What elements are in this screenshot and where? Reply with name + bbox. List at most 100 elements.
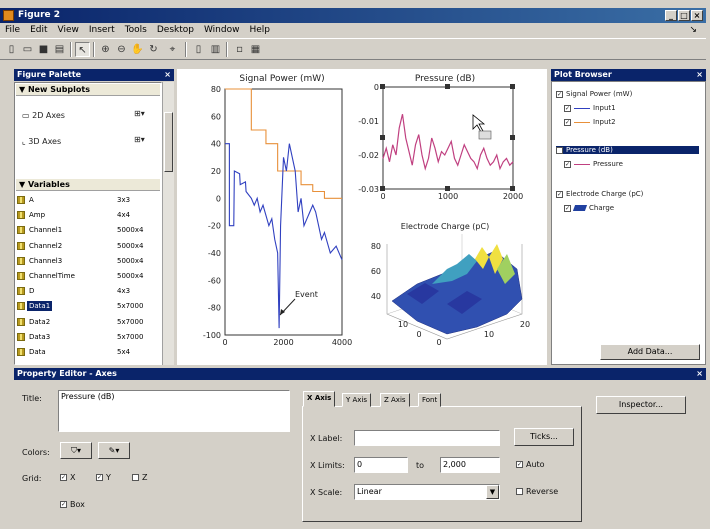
xlim-min-input[interactable]: 0 xyxy=(354,457,408,473)
scroll-thumb[interactable] xyxy=(164,112,173,172)
edit-plot-arrow-icon[interactable]: ↖ xyxy=(75,42,90,57)
checkbox-icon[interactable]: ✓ xyxy=(564,105,571,112)
signal-power-yticks: 806040200-20-40-60-80-100 xyxy=(203,85,221,340)
zoom-out-icon[interactable]: ⊖ xyxy=(114,42,129,57)
new-subplots-label: New Subplots xyxy=(28,85,90,94)
insert-legend-icon[interactable]: ▥ xyxy=(208,42,223,57)
plot-browser-item[interactable]: ✓ Pressure xyxy=(564,160,623,168)
chevron-down-icon[interactable]: ▼ xyxy=(486,485,499,499)
dock-arrow-icon[interactable]: ↘ xyxy=(684,23,702,37)
reverse-label: Reverse xyxy=(526,487,558,496)
variable-name: ChannelTime xyxy=(29,271,75,281)
maximize-button[interactable]: □ xyxy=(678,10,690,21)
signal-power-axes[interactable] xyxy=(225,89,342,335)
palette-scrollbar[interactable] xyxy=(162,82,174,365)
menu-view[interactable]: View xyxy=(53,23,84,37)
pressure-axes[interactable] xyxy=(383,87,513,189)
variable-row[interactable]: D 4x3 xyxy=(17,286,152,296)
tab-font[interactable]: Font xyxy=(418,393,441,407)
checkbox-icon[interactable]: ✓ xyxy=(564,119,571,126)
close-button[interactable]: × xyxy=(691,10,703,21)
variable-row[interactable]: Channel3 5000x4 xyxy=(17,256,152,266)
variable-row[interactable]: Channel1 5000x4 xyxy=(17,225,152,235)
plot-browser-label: Input2 xyxy=(593,118,616,126)
variable-row[interactable]: ChannelTime 5000x4 xyxy=(17,271,152,281)
checkbox-icon[interactable]: ✓ xyxy=(564,205,571,212)
plot-browser-item[interactable]: ✓ Signal Power (mW) xyxy=(556,90,632,98)
print-icon[interactable]: ▤ xyxy=(52,42,67,57)
xlim-max-input[interactable]: 2,000 xyxy=(440,457,500,473)
colors-label: Colors: xyxy=(22,448,50,457)
menu-file[interactable]: File xyxy=(0,23,25,37)
save-icon[interactable]: ■ xyxy=(36,42,51,57)
variable-row[interactable]: Data1 5x7000 xyxy=(17,301,152,311)
plot-browser-item[interactable]: ✓ Pressure (dB) xyxy=(556,146,699,154)
checkbox-icon[interactable]: ✓ xyxy=(564,161,571,168)
menu-edit[interactable]: Edit xyxy=(25,23,52,37)
box-checkbox[interactable]: ✓ Box xyxy=(60,500,85,509)
data-cursor-icon[interactable]: ⌖ xyxy=(165,42,180,57)
reverse-checkbox[interactable]: Reverse xyxy=(516,487,558,496)
plot-browser-item[interactable]: ✓ Electrode Charge (pC) xyxy=(556,190,643,198)
checkbox-icon[interactable]: ✓ xyxy=(556,191,563,198)
axes-2d-label: 2D Axes xyxy=(32,111,65,120)
close-icon[interactable]: × xyxy=(696,368,703,380)
variable-row[interactable]: Data3 5x7000 xyxy=(17,332,152,342)
xtick-label: 4000 xyxy=(332,338,352,347)
ytick-label: 0 xyxy=(374,83,379,92)
tab-x-axis[interactable]: X Axis xyxy=(303,391,335,407)
menu-window[interactable]: Window xyxy=(199,23,245,37)
event-annotation[interactable]: Event xyxy=(295,290,318,299)
variable-row[interactable]: Amp 4x4 xyxy=(17,210,152,220)
new-subplots-section[interactable]: ▼ New Subplots xyxy=(16,84,160,96)
xlabel-input[interactable] xyxy=(354,430,500,446)
xscale-select[interactable]: Linear ▼ xyxy=(354,484,500,500)
title-input[interactable]: Pressure (dB) xyxy=(58,390,290,432)
variable-row[interactable]: Data 5x4 xyxy=(17,347,152,357)
open-file-icon[interactable]: ▭ xyxy=(20,42,35,57)
zoom-in-icon[interactable]: ⊕ xyxy=(98,42,113,57)
menu-tools[interactable]: Tools xyxy=(120,23,152,37)
checkbox-icon[interactable]: ✓ xyxy=(556,91,563,98)
variable-row[interactable]: A 3x3 xyxy=(17,195,152,205)
new-file-icon[interactable]: ▯ xyxy=(4,42,19,57)
close-icon[interactable]: × xyxy=(696,69,703,81)
matrix-icon xyxy=(17,242,25,250)
grid-y-checkbox[interactable]: ✓ Y xyxy=(96,473,111,482)
grid-x-checkbox[interactable]: ✓ X xyxy=(60,473,75,482)
add-data-button[interactable]: Add Data... xyxy=(600,344,700,360)
axes-2d-item[interactable]: ▭ 2D Axes xyxy=(22,111,65,120)
grid-3d-icon[interactable]: ⊞▾ xyxy=(134,135,145,144)
variable-name: Data xyxy=(29,347,46,357)
menu-help[interactable]: Help xyxy=(244,23,275,37)
plot-browser-item[interactable]: ✓ Input1 xyxy=(564,104,616,112)
grid-z-checkbox[interactable]: Z xyxy=(132,473,147,482)
insert-colorbar-icon[interactable]: ▯ xyxy=(191,42,206,57)
grid-2d-icon[interactable]: ⊞▾ xyxy=(134,109,145,118)
variable-row[interactable]: Data2 5x7000 xyxy=(17,317,152,327)
tab-z-axis[interactable]: Z Axis xyxy=(380,393,410,407)
xtick-label: 0 xyxy=(380,192,385,201)
menu-insert[interactable]: Insert xyxy=(84,23,120,37)
variables-section[interactable]: ▼ Variables xyxy=(16,179,160,191)
rotate-3d-icon[interactable]: ↻ xyxy=(146,42,161,57)
axes-3d-item[interactable]: ⌞ 3D Axes xyxy=(22,137,61,146)
xlimits-label: X Limits: xyxy=(310,461,345,470)
menu-desktop[interactable]: Desktop xyxy=(152,23,199,37)
checkbox-icon[interactable]: ✓ xyxy=(556,147,563,154)
show-plot-tools-icon[interactable]: ▦ xyxy=(248,42,263,57)
edge-color-button[interactable]: ✎▾ xyxy=(98,442,130,459)
close-icon[interactable]: × xyxy=(164,69,171,81)
matrix-icon xyxy=(17,211,25,219)
plot-browser-item[interactable]: ✓ Charge xyxy=(564,204,614,212)
ticks-button[interactable]: Ticks... xyxy=(514,428,574,446)
variable-row[interactable]: Channel2 5000x4 xyxy=(17,241,152,251)
auto-checkbox[interactable]: ✓ Auto xyxy=(516,460,545,469)
pan-icon[interactable]: ✋ xyxy=(130,42,145,57)
face-color-button[interactable]: ⛉▾ xyxy=(60,442,92,459)
minimize-button[interactable]: _ xyxy=(665,10,677,21)
tab-y-axis[interactable]: Y Axis xyxy=(342,393,371,407)
inspector-button[interactable]: Inspector... xyxy=(596,396,686,414)
hide-plot-tools-icon[interactable]: ▫ xyxy=(232,42,247,57)
plot-browser-item[interactable]: ✓ Input2 xyxy=(564,118,616,126)
